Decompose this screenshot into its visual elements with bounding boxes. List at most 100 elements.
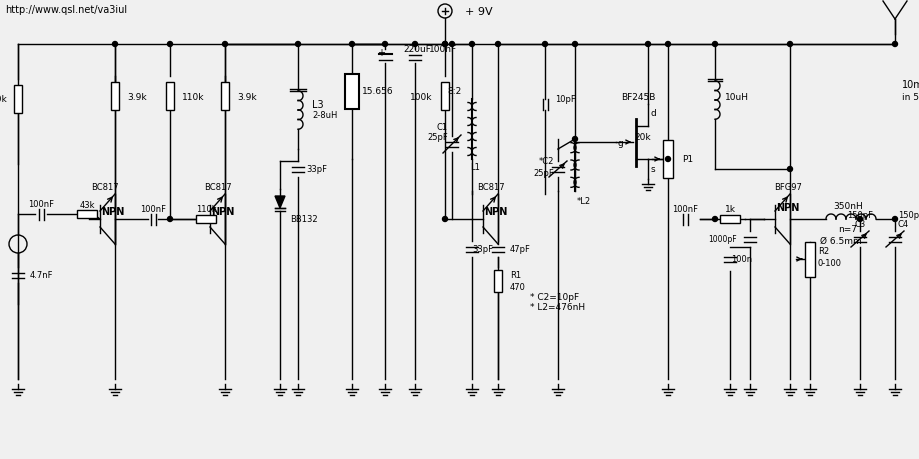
Text: C3: C3 <box>855 220 866 229</box>
Circle shape <box>495 42 501 47</box>
Text: s: s <box>651 165 655 174</box>
Text: n=7: n=7 <box>838 225 857 234</box>
Circle shape <box>443 217 448 222</box>
Bar <box>441 83 449 111</box>
Text: g: g <box>618 138 623 147</box>
Circle shape <box>892 217 898 222</box>
Text: + 9V: + 9V <box>465 7 493 17</box>
Text: 10uH: 10uH <box>725 93 749 102</box>
Text: 100nF: 100nF <box>429 45 457 54</box>
Text: +: + <box>377 48 385 58</box>
Bar <box>494 270 502 292</box>
Text: 100nF: 100nF <box>140 205 166 214</box>
Circle shape <box>349 42 355 47</box>
Circle shape <box>788 167 792 172</box>
Circle shape <box>712 217 718 222</box>
Text: NPN: NPN <box>777 202 800 213</box>
Text: BB132: BB132 <box>290 215 318 224</box>
Circle shape <box>470 42 474 47</box>
Text: NPN: NPN <box>211 207 234 217</box>
Text: 1k: 1k <box>724 205 735 214</box>
Text: 0-100: 0-100 <box>818 259 842 268</box>
Circle shape <box>449 42 455 47</box>
Text: 1000pF: 1000pF <box>709 235 737 244</box>
Circle shape <box>413 42 417 47</box>
Text: d: d <box>650 108 656 117</box>
Text: P1: P1 <box>682 155 693 164</box>
Text: 220uF: 220uF <box>403 45 431 54</box>
Text: 350nH: 350nH <box>834 202 863 211</box>
Text: C1: C1 <box>437 122 448 131</box>
Circle shape <box>443 42 448 47</box>
Text: 10pF: 10pF <box>555 95 575 104</box>
Text: 110k: 110k <box>182 92 205 101</box>
Circle shape <box>712 42 718 47</box>
Bar <box>221 83 229 111</box>
Text: 33pF: 33pF <box>472 245 494 254</box>
Text: 3.9k: 3.9k <box>127 92 147 101</box>
Circle shape <box>167 217 173 222</box>
Text: *C2: *C2 <box>539 156 554 165</box>
Text: 25pF: 25pF <box>427 132 448 141</box>
Circle shape <box>112 42 118 47</box>
Text: 4.7nF: 4.7nF <box>30 271 53 280</box>
Text: L3: L3 <box>312 100 323 110</box>
Circle shape <box>222 42 228 47</box>
Bar <box>345 75 359 110</box>
Text: 20k: 20k <box>635 133 652 142</box>
Circle shape <box>665 42 671 47</box>
Circle shape <box>645 42 651 47</box>
Bar <box>805 242 815 277</box>
Text: 47pF: 47pF <box>510 245 531 254</box>
Circle shape <box>443 42 448 47</box>
Text: 43k: 43k <box>79 201 95 210</box>
Text: NPN: NPN <box>101 207 125 217</box>
Bar <box>663 141 673 179</box>
Text: R2: R2 <box>818 247 829 256</box>
Circle shape <box>857 217 863 222</box>
Bar <box>111 83 119 111</box>
Text: BC817: BC817 <box>204 183 232 192</box>
Text: 2-8uH: 2-8uH <box>312 111 337 120</box>
Circle shape <box>665 157 671 162</box>
Text: 150pF: 150pF <box>898 211 919 220</box>
Text: * C2=10pF: * C2=10pF <box>530 292 579 301</box>
Text: 470: 470 <box>510 282 526 291</box>
Text: 10mW: 10mW <box>902 80 919 90</box>
Text: 100n: 100n <box>732 255 753 264</box>
Circle shape <box>892 42 898 47</box>
Text: 8:2: 8:2 <box>447 87 461 96</box>
Circle shape <box>296 42 301 47</box>
Circle shape <box>542 42 548 47</box>
Bar <box>77 211 97 218</box>
Text: 15.656: 15.656 <box>362 87 393 96</box>
Circle shape <box>382 42 388 47</box>
Bar <box>166 83 174 111</box>
Circle shape <box>167 42 173 47</box>
Text: *L2: *L2 <box>577 197 591 206</box>
Text: 110k: 110k <box>196 205 216 214</box>
Text: 10k: 10k <box>0 95 8 104</box>
Text: BFG97: BFG97 <box>774 183 802 192</box>
Text: http://www.qsl.net/va3iul: http://www.qsl.net/va3iul <box>5 5 127 15</box>
Text: 150pF: 150pF <box>847 211 873 220</box>
Circle shape <box>788 42 792 47</box>
Text: L1: L1 <box>470 163 480 172</box>
Circle shape <box>573 42 577 47</box>
Text: C4: C4 <box>898 220 909 229</box>
Text: NPN: NPN <box>484 207 507 217</box>
Text: in 50 ohm: in 50 ohm <box>902 93 919 102</box>
Text: BC817: BC817 <box>477 183 505 192</box>
Bar <box>14 86 22 114</box>
Bar <box>720 216 740 224</box>
Polygon shape <box>275 196 285 208</box>
Circle shape <box>573 137 577 142</box>
Text: R1: R1 <box>510 270 521 279</box>
Text: 33pF: 33pF <box>306 165 327 174</box>
Text: BF245B: BF245B <box>621 92 655 101</box>
Text: 100k: 100k <box>410 92 432 101</box>
Text: Ø 6.5mm: Ø 6.5mm <box>820 236 862 245</box>
Text: BC817: BC817 <box>91 183 119 192</box>
Text: 100nF: 100nF <box>672 205 698 214</box>
Bar <box>196 216 216 224</box>
